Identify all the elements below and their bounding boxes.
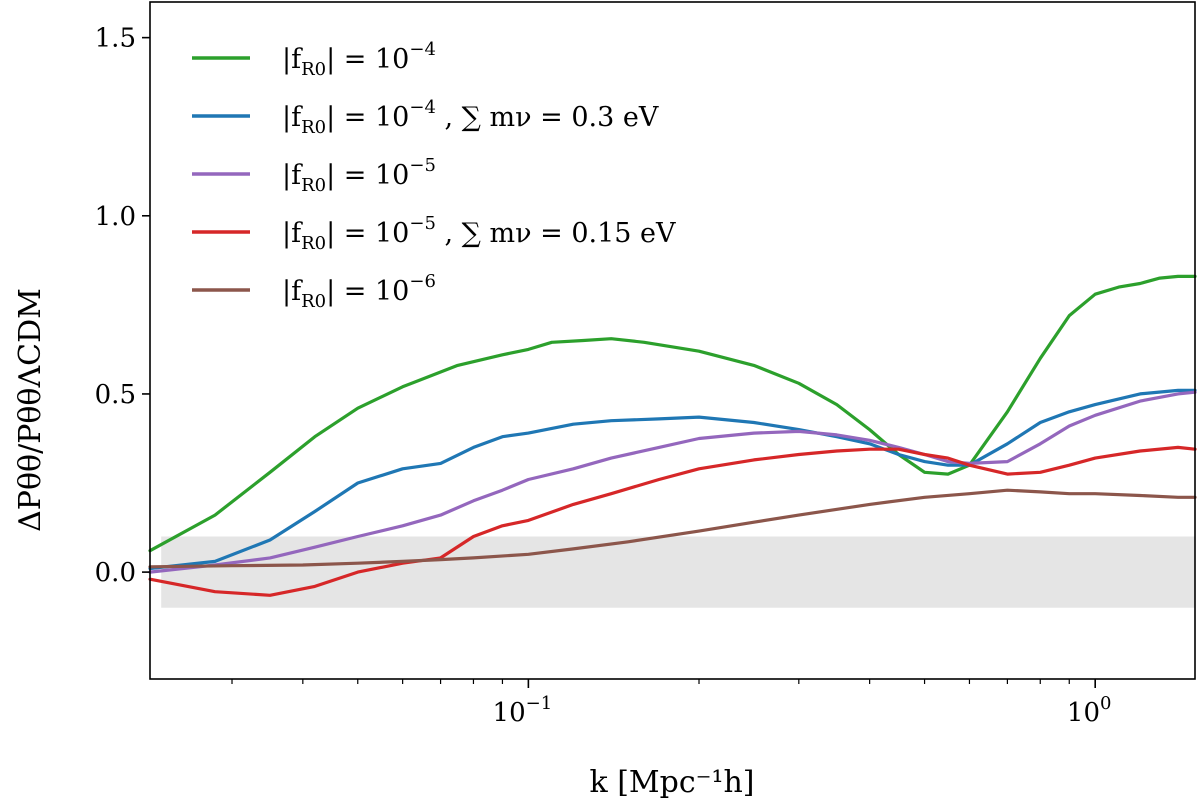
legend-label-4: |fR0| = 10−5 , ∑ mν = 0.15 eV <box>282 213 676 254</box>
y-axis-label: ΔPθθ/PθθΛCDM <box>13 288 48 532</box>
shaded-band <box>161 536 1195 608</box>
x-tick-label-2: 100 <box>1067 693 1112 728</box>
y-tick-label-4: 1.5 <box>95 24 136 54</box>
legend-label-1: |fR0| = 10−4 <box>282 39 436 80</box>
x-tick-label-1: 10−1 <box>493 693 553 728</box>
series-line-5 <box>148 488 1197 569</box>
series-line-2 <box>148 388 1197 571</box>
legend-label-2: |fR0| = 10−4 , ∑ mν = 0.3 eV <box>282 97 659 138</box>
band-layer <box>161 536 1195 608</box>
y-tick-label-3: 1.0 <box>95 202 136 232</box>
plot-frame <box>149 1 1196 680</box>
y-tick-label-2: 0.5 <box>95 380 136 410</box>
series-line-4 <box>148 445 1197 597</box>
legend-label-3: |fR0| = 10−5 <box>282 155 436 196</box>
legend-label-5: |fR0| = 10−6 <box>282 271 436 312</box>
series-line-3 <box>148 390 1197 574</box>
legend: |fR0| = 10−4 |fR0| = 10−4 , ∑ mν = 0.3 eV… <box>192 39 676 312</box>
series-layer <box>148 274 1197 597</box>
series-line-1 <box>148 274 1197 553</box>
y-tick-label-1: 0.0 <box>95 558 136 588</box>
x-axis-label: k [Mpc⁻¹h] <box>589 765 754 800</box>
tick-layer: 0.0 0.5 1.0 1.5 10−1 100 <box>95 24 1112 728</box>
